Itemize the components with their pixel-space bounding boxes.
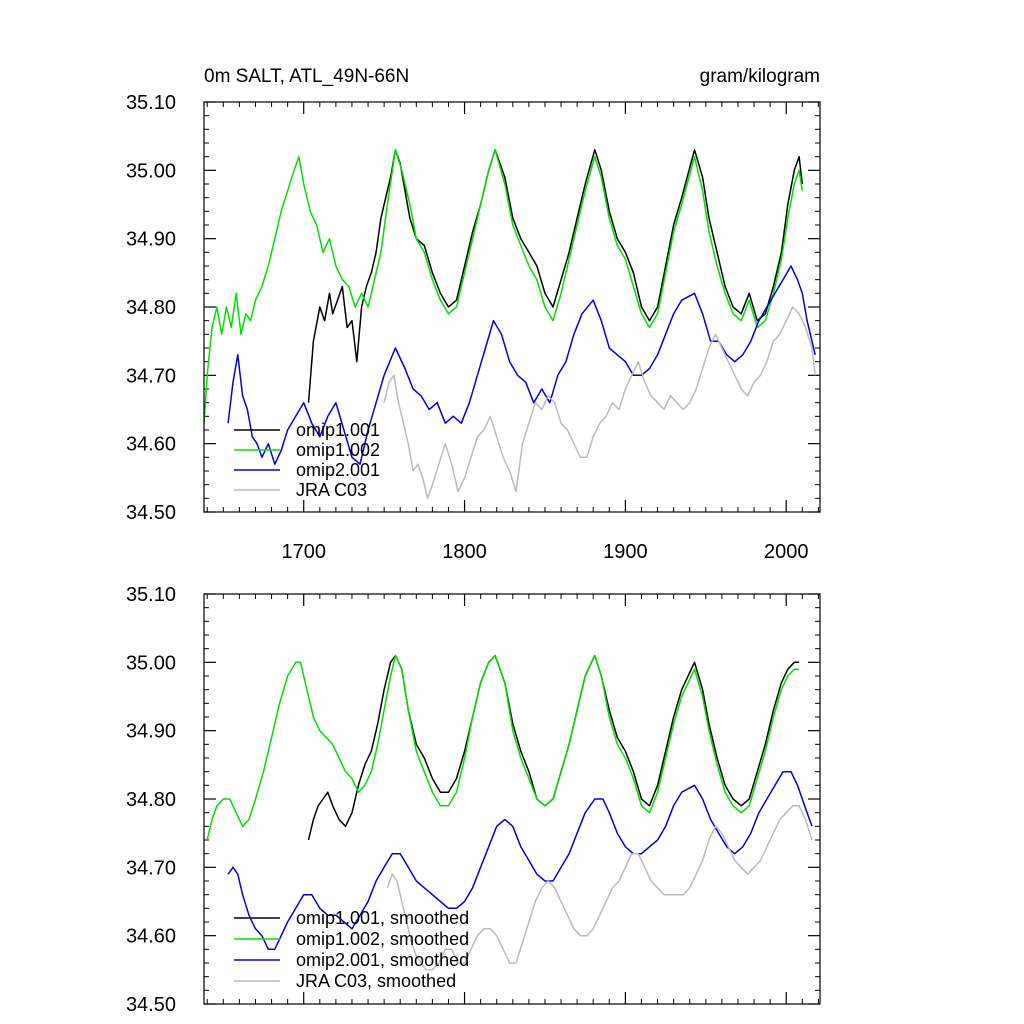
top-y-tick-label: 34.80 [126, 297, 176, 319]
top-series-line-jra-c03 [383, 306, 816, 500]
bottom-series-line-omip1-002 [206, 654, 800, 841]
bottom-panel: 34.50 34.60 34.70 34.80 34.90 35.00 35.10 omip… [126, 584, 821, 1016]
top-legend-label: omip2.001 [296, 460, 380, 480]
top-axes: 1700 1800 1900 2000 34.50 34.60 34.70 34.80 34.9… [126, 92, 820, 563]
bottom-y-tick-label: 34.70 [126, 857, 176, 879]
top-legend-label: omip1.001 [296, 420, 380, 440]
bottom-series-line-jra-c03 [386, 805, 813, 971]
top-y-tick-label: 35.10 [126, 92, 176, 114]
top-x-tick-label: 1800 [442, 541, 487, 563]
top-y-tick-label: 35.00 [126, 160, 176, 182]
bottom-axes: 34.50 34.60 34.70 34.80 34.90 35.00 35.10 [126, 584, 820, 1016]
bottom-plot-frame [203, 593, 821, 1005]
bottom-legend-label: omip2.001, smoothed [296, 950, 469, 970]
top-x-tick-label: 1700 [281, 541, 326, 563]
top-legend-label: omip1.002 [296, 440, 380, 460]
top-y-tick-label: 34.90 [126, 229, 176, 251]
top-series [203, 149, 816, 500]
top-y-tick-label: 34.50 [126, 502, 176, 524]
bottom-legend-label: JRA C03, smoothed [296, 971, 456, 991]
top-chart-units: gram/kilogram [700, 66, 820, 87]
bottom-y-tick-label: 34.50 [126, 994, 176, 1016]
top-panel: 0m SALT, ATL_49N-66N gram/kilogram 1700 1… [126, 66, 821, 563]
bottom-y-tick-label: 34.60 [126, 926, 176, 948]
top-series-line-omip2-001 [227, 265, 816, 465]
top-series-line-omip1-002 [203, 149, 804, 424]
top-series-line-omip1-001 [307, 149, 804, 403]
top-chart-title: 0m SALT, ATL_49N-66N [204, 66, 409, 87]
bottom-legend-label: omip1.001, smoothed [296, 908, 469, 928]
bottom-y-tick-label: 35.10 [126, 584, 176, 606]
bottom-series [206, 654, 813, 971]
top-y-tick-label: 34.70 [126, 365, 176, 387]
top-plot-frame [203, 101, 821, 513]
top-legend-label: JRA C03 [296, 480, 367, 500]
bottom-series-line-omip2-001 [227, 770, 813, 951]
bottom-y-tick-label: 34.80 [126, 789, 176, 811]
top-y-tick-label: 34.60 [126, 434, 176, 456]
bottom-legend-label: omip1.002, smoothed [296, 929, 469, 949]
bottom-y-tick-label: 35.00 [126, 652, 176, 674]
top-x-tick-label: 2000 [764, 541, 809, 563]
bottom-y-tick-label: 34.90 [126, 721, 176, 743]
bottom-series-line-omip1-001 [307, 654, 800, 841]
top-x-tick-label: 1900 [603, 541, 648, 563]
